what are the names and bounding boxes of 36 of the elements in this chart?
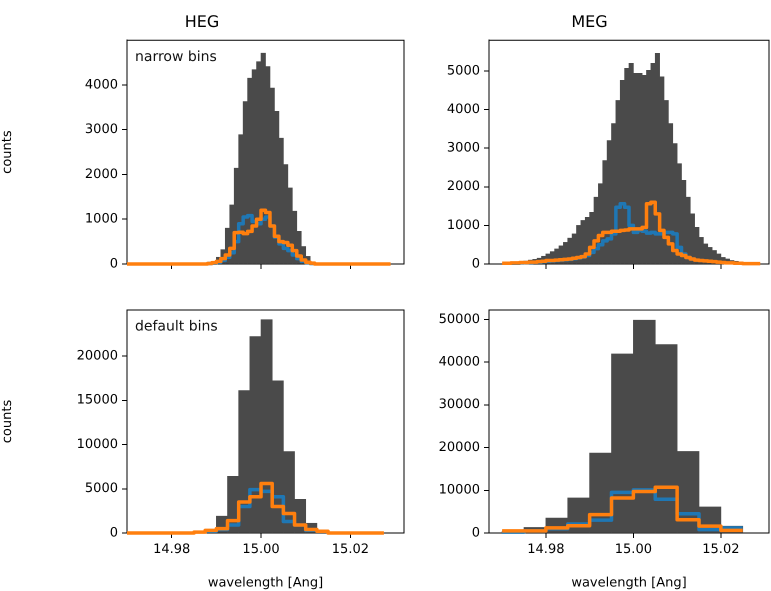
annotation: default bins — [135, 318, 218, 335]
x-tick-label: 14.98 — [153, 542, 190, 558]
y-axis-title: counts — [0, 400, 16, 444]
x-tick-label: 15.02 — [332, 542, 369, 558]
y-tick-label: 0 — [110, 525, 118, 540]
chart-title: MEG — [571, 12, 608, 31]
y-tick-label: 20000 — [76, 348, 118, 364]
x-tick-label: 15.00 — [614, 542, 652, 558]
y-tick-label: 5000 — [84, 481, 118, 496]
x-tick-label: 15.00 — [242, 542, 280, 558]
y-tick-label: 0 — [472, 525, 480, 540]
y-tick-label: 1000 — [446, 218, 480, 233]
x-tick-label: 15.02 — [702, 542, 740, 558]
y-tick-label: 1000 — [84, 212, 118, 227]
y-tick-label: 15000 — [76, 392, 118, 408]
y-tick-label: 20000 — [438, 440, 480, 455]
chart-title: HEG — [184, 12, 220, 31]
x-tick-label: 14.98 — [527, 542, 564, 558]
y-tick-label: 40000 — [438, 354, 480, 370]
y-tick-label: 50000 — [438, 312, 480, 327]
y-tick-label: 2000 — [446, 179, 480, 194]
y-tick-label: 10000 — [76, 436, 118, 452]
y-tick-label: 3000 — [84, 122, 118, 138]
y-tick-label: 0 — [110, 256, 118, 272]
y-tick-label: 3000 — [446, 140, 480, 156]
y-tick-label: 5000 — [446, 63, 480, 78]
annotation: narrow bins — [135, 48, 217, 65]
y-axis-title: counts — [0, 130, 16, 174]
y-tick-label: 10000 — [438, 482, 480, 498]
x-axis-title: wavelength [Ang] — [208, 576, 324, 591]
y-tick-label: 4000 — [84, 77, 118, 92]
x-axis-title: wavelength [Ang] — [571, 576, 687, 591]
y-tick-label: 4000 — [446, 102, 480, 118]
y-tick-label: 2000 — [84, 166, 118, 182]
y-tick-label: 0 — [472, 256, 480, 272]
y-tick-label: 30000 — [438, 397, 480, 412]
